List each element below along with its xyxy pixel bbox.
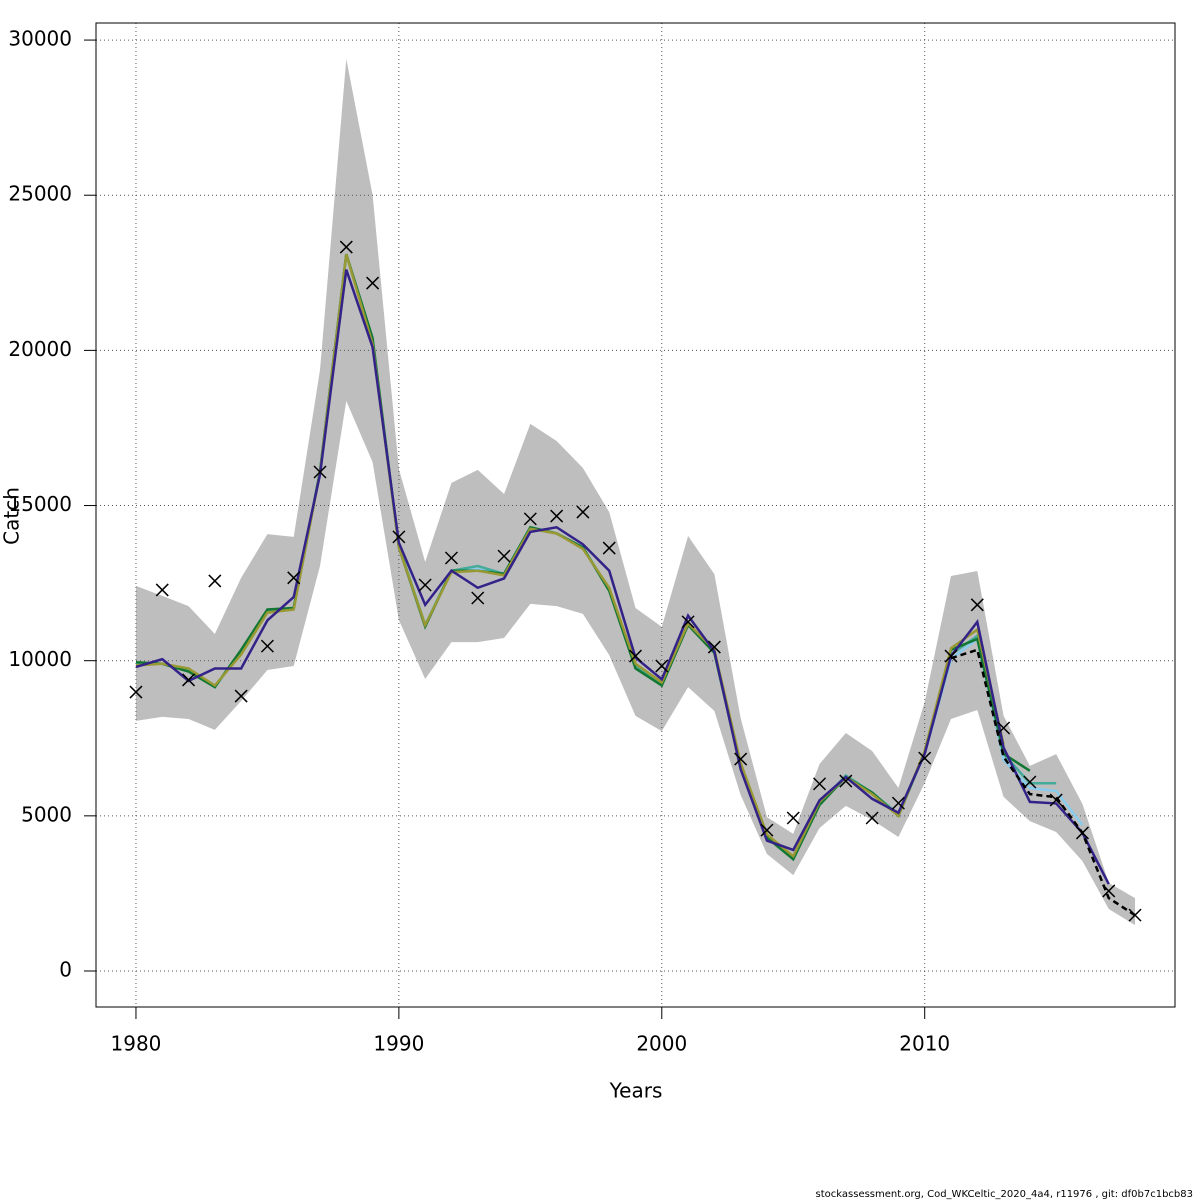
observed-point — [471, 591, 485, 605]
observed-point — [1075, 826, 1089, 840]
observed-point — [418, 578, 432, 592]
observed-point — [287, 571, 301, 585]
observed-point — [550, 509, 564, 523]
observed-point — [944, 649, 958, 663]
observed-point — [1049, 793, 1063, 807]
y-tick-label: 5000 — [21, 802, 72, 826]
observed-point — [655, 659, 669, 673]
footer: stockassessment.org, Cod_WKCeltic_2020_4… — [816, 1189, 1193, 1200]
observed-point — [182, 673, 196, 687]
y-tick-label: 15000 — [8, 492, 72, 516]
observed-point — [707, 640, 721, 654]
observed-point — [260, 639, 274, 653]
plot-frame — [95, 22, 1176, 1008]
observed-point — [1102, 884, 1116, 898]
observed-point — [313, 465, 327, 479]
observed-point — [918, 751, 932, 765]
observed-point — [813, 777, 827, 791]
observed-point — [234, 689, 248, 703]
observed-point — [208, 574, 222, 588]
observed-point — [628, 649, 643, 663]
observed-point — [760, 823, 774, 837]
x-tick-label: 2010 — [899, 1032, 950, 1056]
observed-point — [129, 685, 143, 699]
y-tick-label: 30000 — [8, 27, 72, 51]
y-tick-label: 10000 — [8, 647, 72, 671]
observed-point — [865, 811, 879, 825]
x-axis-label: Years — [609, 1079, 663, 1103]
observed-point — [786, 811, 800, 825]
y-tick-label: 0 — [59, 958, 72, 982]
series-line — [135, 269, 1110, 885]
x-tick-label: 1980 — [111, 1032, 162, 1056]
y-tick-label: 20000 — [8, 337, 72, 361]
observed-point — [155, 583, 169, 597]
observed-point — [1128, 908, 1142, 922]
series-line — [135, 253, 1005, 859]
x-tick-label: 1990 — [373, 1032, 424, 1056]
observed-point — [444, 551, 458, 565]
observed-point — [970, 598, 984, 612]
observed-point — [497, 549, 511, 563]
y-tick-label: 25000 — [8, 182, 72, 206]
observed-point — [339, 240, 353, 254]
observed-point — [366, 276, 380, 290]
observed-point — [839, 774, 853, 788]
observed-point — [997, 721, 1011, 735]
observed-point — [576, 505, 590, 519]
observed-point — [891, 796, 905, 810]
observed-point — [681, 615, 695, 629]
observed-point — [602, 541, 616, 555]
observed-point — [392, 530, 406, 544]
x-tick-label: 2000 — [636, 1032, 687, 1056]
y-axis-label: Catch — [0, 487, 24, 545]
observed-point — [523, 512, 537, 526]
observed-point — [1023, 775, 1037, 789]
observed-point — [734, 752, 748, 766]
